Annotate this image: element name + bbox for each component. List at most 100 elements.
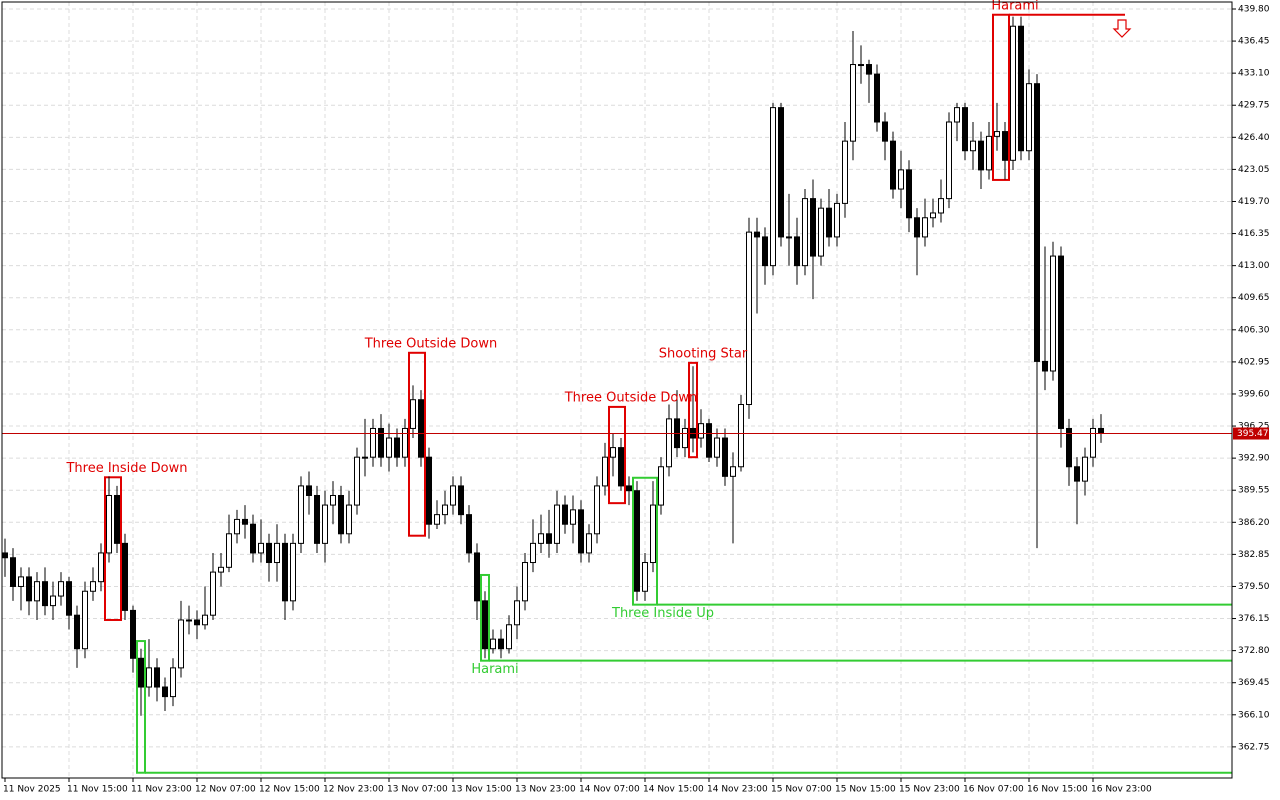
- candle-body: [498, 638, 504, 650]
- candle-body: [226, 533, 232, 568]
- candle-body: [826, 207, 832, 238]
- candle-body: [930, 212, 936, 219]
- candle-body: [754, 231, 760, 238]
- candle-body: [1074, 466, 1080, 482]
- candle-body: [762, 236, 768, 267]
- candle-body: [1050, 255, 1056, 372]
- candle-body: [658, 466, 664, 506]
- candle-body: [786, 236, 792, 239]
- plot-frame: [1, 1, 1233, 779]
- sell-arrow: [1112, 19, 1132, 38]
- x-tick-label: 13 Nov 07:00: [387, 785, 448, 795]
- candle-body: [466, 514, 472, 554]
- candle-body: [130, 609, 136, 659]
- candle-body: [586, 533, 592, 554]
- y-tick-label: 416.35: [1238, 229, 1270, 239]
- candle-body: [722, 437, 728, 477]
- candle-body: [850, 64, 856, 142]
- x-tick-label: 11 Nov 2025: [3, 785, 61, 795]
- candle-body: [434, 514, 440, 525]
- candle-body: [906, 169, 912, 219]
- candle-body: [506, 624, 512, 650]
- pattern-box: [992, 13, 1010, 181]
- candle-body: [802, 198, 808, 267]
- y-tick-label: 369.45: [1238, 678, 1270, 688]
- candle-body: [306, 485, 312, 496]
- candle-body: [738, 404, 744, 468]
- last-price-tag: [1233, 427, 1269, 440]
- candle-body: [82, 590, 88, 650]
- candle-body: [26, 576, 32, 602]
- x-tick-label: 12 Nov 07:00: [195, 785, 256, 795]
- candle-body: [74, 614, 80, 650]
- x-tick-label: 11 Nov 23:00: [131, 785, 192, 795]
- candle-body: [962, 107, 968, 152]
- candle-body: [1058, 255, 1064, 429]
- pattern-label: Shooting Star: [659, 346, 748, 361]
- candle-body: [266, 542, 272, 564]
- y-tick-label: 376.15: [1238, 614, 1270, 624]
- candle-body: [618, 447, 624, 487]
- x-tick-label: 13 Nov 15:00: [451, 785, 512, 795]
- candle-body: [810, 198, 816, 257]
- candle-body: [842, 140, 848, 204]
- candle-body: [114, 494, 120, 544]
- y-tick-label: 439.80: [1238, 4, 1270, 14]
- y-tick-label: 429.75: [1238, 101, 1270, 111]
- candle-body: [2, 552, 8, 559]
- candle-body: [730, 466, 736, 477]
- candle-body: [202, 614, 208, 626]
- candle-body: [522, 562, 528, 602]
- candle-body: [1010, 25, 1016, 161]
- candle-body: [882, 121, 888, 142]
- candle-body: [474, 552, 480, 602]
- candle-body: [18, 576, 24, 587]
- y-tick-label: 426.40: [1238, 133, 1270, 143]
- candle-body: [402, 427, 408, 458]
- y-tick-label: 392.90: [1238, 454, 1270, 464]
- y-tick-label: 379.50: [1238, 582, 1270, 592]
- pattern-label: Three Outside Down: [564, 390, 698, 405]
- candle-body: [314, 494, 320, 544]
- y-tick-label: 423.05: [1238, 165, 1270, 175]
- candle-body: [386, 437, 392, 458]
- candle-body: [58, 581, 64, 597]
- candle-body: [450, 485, 456, 506]
- pattern-box: [408, 351, 426, 537]
- candle-body: [370, 427, 376, 458]
- candle-body: [122, 542, 128, 611]
- candle-body: [634, 490, 640, 592]
- candle-body: [1034, 83, 1040, 362]
- candle-body: [530, 542, 536, 564]
- candle-body: [978, 140, 984, 171]
- candle-body: [898, 169, 904, 190]
- candle-body: [338, 494, 344, 535]
- x-tick-label: 13 Nov 23:00: [515, 785, 576, 795]
- candle-body: [378, 427, 384, 458]
- candle-body: [98, 552, 104, 583]
- candle-body: [954, 107, 960, 123]
- x-tick-label: 15 Nov 15:00: [835, 785, 896, 795]
- candle-body: [170, 667, 176, 698]
- candle-body: [1002, 131, 1008, 161]
- candle-body: [794, 236, 800, 267]
- y-tick-label: 372.80: [1238, 646, 1270, 656]
- x-tick-label: 11 Nov 15:00: [67, 785, 128, 795]
- candle-body: [834, 202, 840, 238]
- candle-body: [394, 437, 400, 458]
- pattern-box: [632, 476, 658, 606]
- x-tick-label: 12 Nov 15:00: [259, 785, 320, 795]
- x-tick-label: 12 Nov 23:00: [323, 785, 384, 795]
- candles: [2, 16, 1104, 716]
- candle-body: [218, 566, 224, 573]
- x-tick-label: 14 Nov 15:00: [643, 785, 704, 795]
- candle-body: [666, 418, 672, 468]
- candle-body: [986, 135, 992, 171]
- candle-body: [90, 581, 96, 592]
- candle-body: [418, 399, 424, 458]
- candle-body: [946, 121, 952, 200]
- candle-body: [562, 504, 568, 525]
- candle-body: [1018, 25, 1024, 152]
- candle-body: [250, 523, 256, 554]
